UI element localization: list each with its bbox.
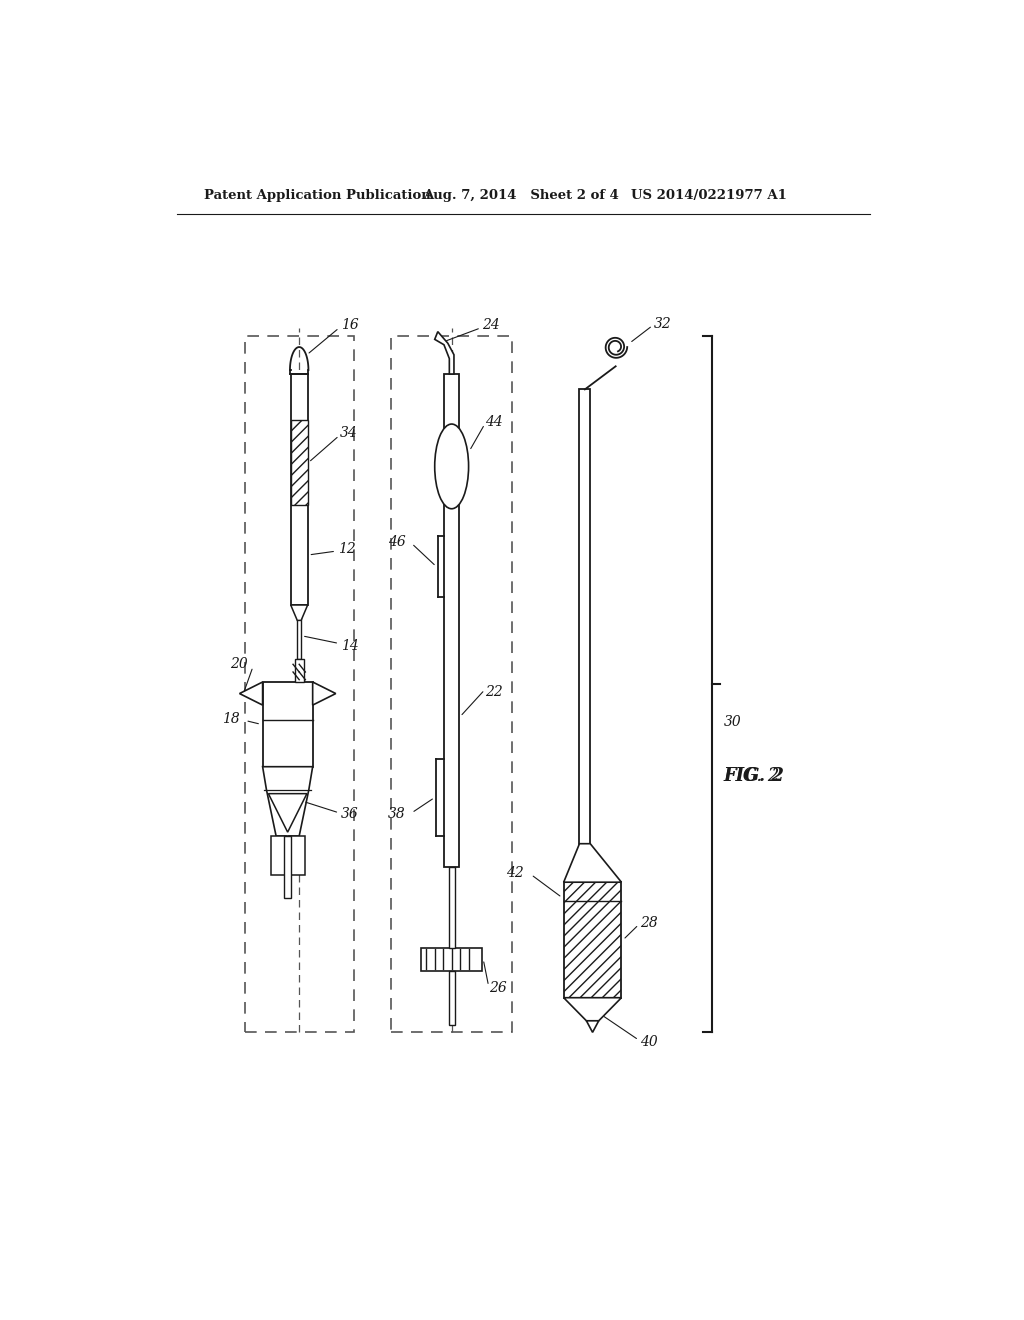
Ellipse shape [435, 424, 469, 508]
Text: 12: 12 [338, 541, 355, 556]
Bar [291, 420, 307, 506]
Text: 18: 18 [222, 711, 240, 726]
Polygon shape [587, 1020, 599, 1032]
Text: FIG. 2: FIG. 2 [724, 767, 784, 785]
Text: 44: 44 [485, 414, 503, 429]
Bar [297, 605, 301, 659]
Bar [291, 374, 307, 605]
Bar [270, 836, 286, 875]
Text: 32: 32 [654, 317, 672, 331]
Text: 16: 16 [341, 318, 358, 333]
Text: 38: 38 [388, 808, 406, 821]
Text: US 2014/0221977 A1: US 2014/0221977 A1 [631, 189, 786, 202]
Bar [449, 867, 455, 948]
Bar [580, 389, 590, 843]
Polygon shape [268, 793, 307, 832]
Text: 46: 46 [388, 535, 406, 549]
Bar [295, 659, 304, 682]
Bar [563, 882, 622, 998]
Text: 34: 34 [340, 426, 357, 441]
Bar [444, 374, 460, 867]
Polygon shape [563, 843, 622, 882]
Text: 30: 30 [724, 715, 741, 730]
Bar [284, 836, 292, 898]
Text: 40: 40 [640, 1035, 658, 1048]
Polygon shape [262, 767, 312, 836]
Text: 26: 26 [489, 982, 507, 995]
Polygon shape [435, 331, 454, 374]
Text: 42: 42 [506, 866, 524, 880]
Polygon shape [563, 998, 622, 1020]
Polygon shape [312, 682, 336, 705]
Text: FIG. 2: FIG. 2 [724, 767, 780, 785]
Polygon shape [240, 682, 262, 705]
Text: Aug. 7, 2014   Sheet 2 of 4: Aug. 7, 2014 Sheet 2 of 4 [423, 189, 620, 202]
Text: 24: 24 [481, 318, 500, 333]
Text: 36: 36 [341, 808, 358, 821]
Bar [262, 682, 312, 767]
Bar [449, 970, 455, 1024]
Text: 22: 22 [485, 685, 503, 700]
Text: Patent Application Publication: Patent Application Publication [204, 189, 430, 202]
Text: 28: 28 [640, 916, 658, 931]
Polygon shape [291, 605, 307, 620]
Text: 14: 14 [341, 639, 358, 653]
Text: 20: 20 [230, 657, 248, 672]
Bar [421, 948, 482, 970]
Bar [289, 836, 304, 875]
